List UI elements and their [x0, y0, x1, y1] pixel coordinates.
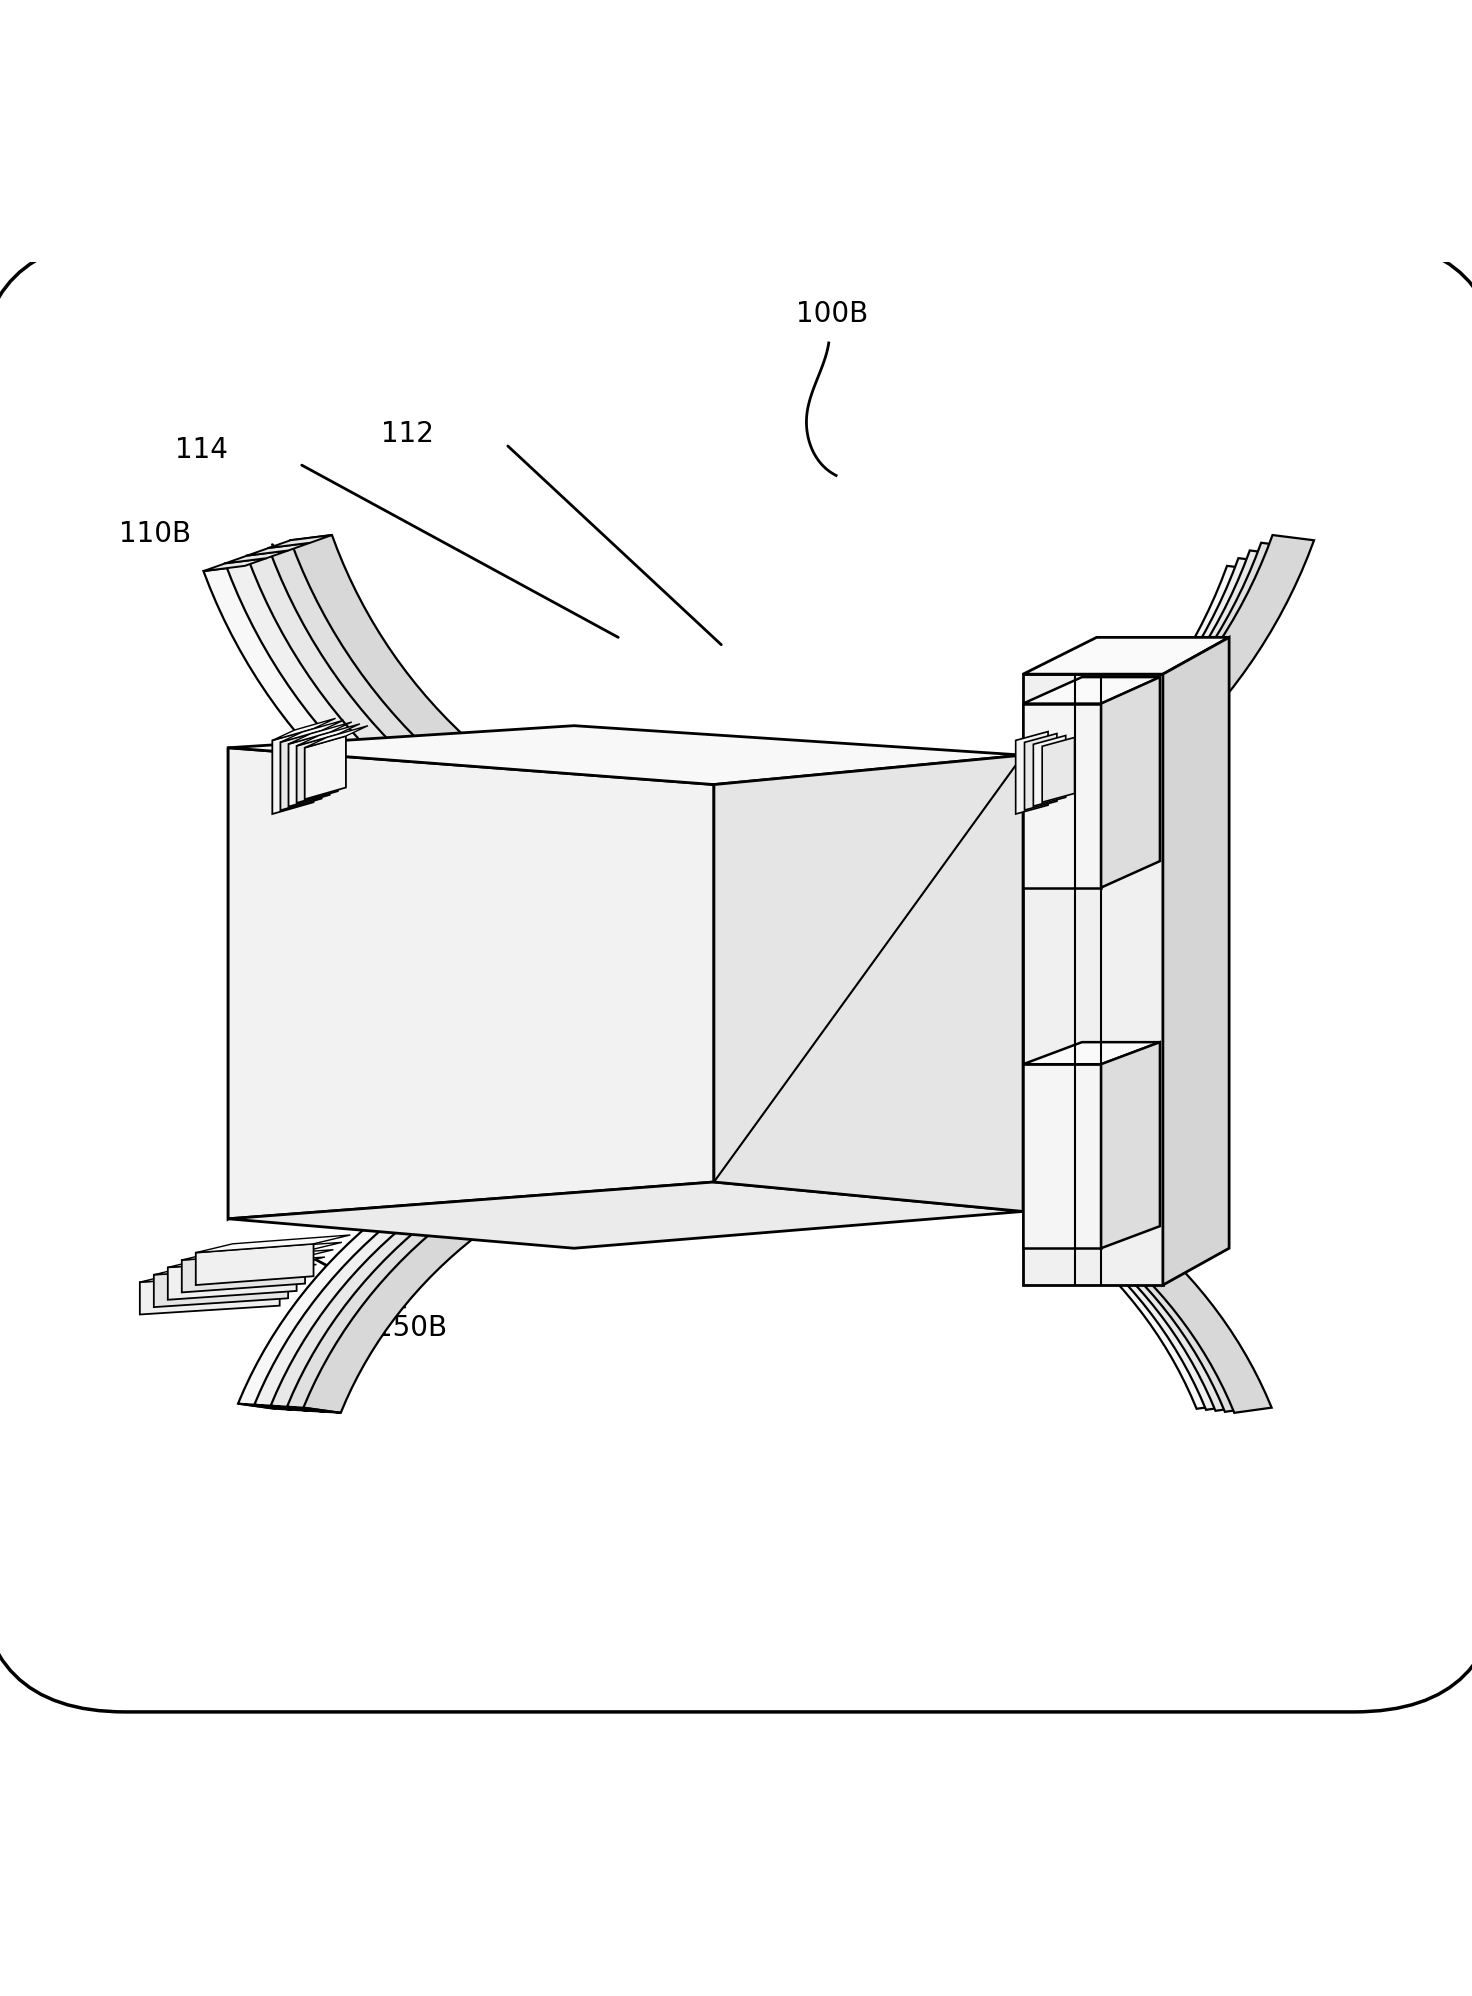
Polygon shape	[196, 1244, 314, 1285]
Polygon shape	[1023, 675, 1163, 1285]
Polygon shape	[1101, 1042, 1160, 1248]
Polygon shape	[255, 1405, 308, 1411]
Polygon shape	[168, 1259, 296, 1299]
Polygon shape	[272, 729, 314, 814]
Polygon shape	[1023, 637, 1229, 675]
Polygon shape	[1023, 705, 1101, 888]
Polygon shape	[280, 731, 321, 810]
Polygon shape	[1023, 1064, 1101, 1248]
Polygon shape	[247, 543, 311, 555]
Polygon shape	[280, 721, 343, 743]
Text: 110B: 110B	[119, 521, 191, 549]
Polygon shape	[1163, 637, 1229, 1285]
Polygon shape	[1016, 733, 1048, 814]
Polygon shape	[225, 559, 1281, 928]
Polygon shape	[183, 1242, 342, 1259]
Text: 114: 114	[175, 437, 228, 465]
Polygon shape	[196, 1236, 350, 1253]
Polygon shape	[296, 735, 339, 802]
Polygon shape	[140, 1263, 316, 1281]
Polygon shape	[228, 1182, 1023, 1248]
Polygon shape	[228, 727, 1023, 784]
Polygon shape	[203, 559, 266, 571]
Polygon shape	[238, 1094, 1234, 1409]
Polygon shape	[287, 1407, 340, 1413]
Polygon shape	[305, 737, 346, 798]
Polygon shape	[1023, 1042, 1160, 1064]
Polygon shape	[168, 1249, 333, 1267]
Polygon shape	[271, 1100, 1253, 1411]
Polygon shape	[269, 543, 1303, 908]
Polygon shape	[269, 535, 333, 549]
Polygon shape	[1033, 735, 1066, 806]
Text: 100B: 100B	[795, 299, 868, 327]
Polygon shape	[228, 748, 714, 1220]
Text: 150B: 150B	[375, 1315, 447, 1343]
Polygon shape	[203, 565, 1269, 938]
Polygon shape	[153, 1265, 289, 1307]
Polygon shape	[287, 1102, 1262, 1411]
Polygon shape	[1025, 735, 1057, 810]
Polygon shape	[183, 1251, 305, 1291]
Polygon shape	[272, 719, 336, 741]
Polygon shape	[303, 1106, 1272, 1413]
FancyBboxPatch shape	[0, 240, 1472, 1713]
Polygon shape	[271, 1405, 324, 1411]
Polygon shape	[255, 1096, 1244, 1409]
Polygon shape	[238, 1403, 291, 1409]
Polygon shape	[289, 733, 330, 806]
Polygon shape	[290, 535, 1314, 898]
Polygon shape	[1042, 737, 1075, 802]
Polygon shape	[1023, 677, 1160, 705]
Text: 120B: 120B	[1075, 1212, 1147, 1240]
Polygon shape	[225, 551, 289, 563]
Polygon shape	[305, 727, 368, 748]
Polygon shape	[714, 754, 1023, 1212]
Polygon shape	[247, 551, 1291, 918]
Polygon shape	[228, 748, 272, 1220]
Polygon shape	[140, 1273, 280, 1315]
Polygon shape	[296, 725, 359, 747]
Polygon shape	[1101, 677, 1160, 888]
Text: 112: 112	[381, 421, 434, 449]
Polygon shape	[153, 1257, 325, 1275]
Polygon shape	[289, 723, 352, 745]
